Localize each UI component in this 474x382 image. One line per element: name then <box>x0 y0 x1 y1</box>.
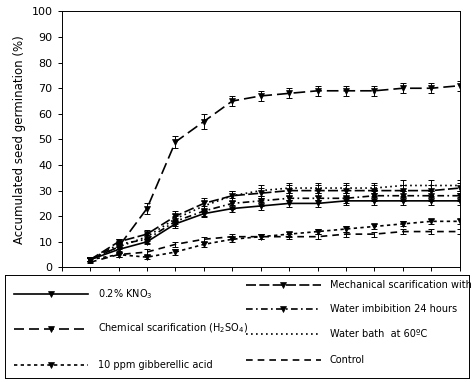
Text: Water bath  at 60ºC: Water bath at 60ºC <box>330 329 427 339</box>
Text: Water imbibition 24 hours: Water imbibition 24 hours <box>330 304 457 314</box>
Text: 0.2% KNO$_3$: 0.2% KNO$_3$ <box>98 287 152 301</box>
Text: Chemical scarification (H$_2$SO$_4$): Chemical scarification (H$_2$SO$_4$) <box>98 322 248 335</box>
X-axis label: Time after beginning of germination test (days): Time after beginning of germination test… <box>120 292 401 305</box>
Text: Mechanical scarification with sandpaper: Mechanical scarification with sandpaper <box>330 280 474 290</box>
Y-axis label: Accumulated seed germination (%): Accumulated seed germination (%) <box>13 35 26 244</box>
Text: 10 ppm gibberellic acid: 10 ppm gibberellic acid <box>98 360 212 370</box>
Text: Control: Control <box>330 354 365 364</box>
